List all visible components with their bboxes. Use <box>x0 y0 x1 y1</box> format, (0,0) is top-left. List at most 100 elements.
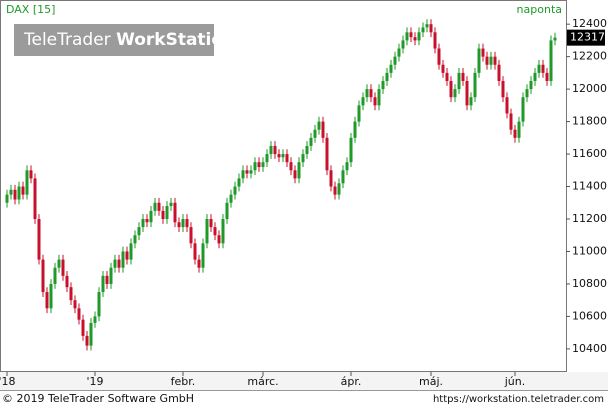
candle-body <box>325 137 329 171</box>
candle-body <box>21 186 25 195</box>
x-axis-strip <box>0 372 608 390</box>
candle-body <box>77 308 81 320</box>
candle-body <box>385 72 389 82</box>
candle-body <box>377 89 381 106</box>
candle-body <box>421 27 425 33</box>
candle-body <box>433 32 437 49</box>
candle-body <box>293 170 297 179</box>
candle-body <box>237 178 241 187</box>
candle-body <box>257 162 261 168</box>
candle-body <box>337 183 341 195</box>
candle-body <box>45 292 49 309</box>
candle-body <box>541 64 545 73</box>
candle-body <box>285 154 289 163</box>
candle-body <box>401 40 405 49</box>
period-label: naponta <box>517 3 562 16</box>
watermark-light: TeleTrader <box>23 30 111 50</box>
candle-body <box>317 121 321 130</box>
candle-body <box>197 259 201 268</box>
candle-body <box>113 259 117 268</box>
candle-body <box>141 219 145 228</box>
candle-body <box>537 64 541 73</box>
candle-body <box>345 162 349 171</box>
candle-body <box>381 81 385 90</box>
last-value-box <box>567 29 605 46</box>
candle-body <box>169 202 173 207</box>
y-tick-label: 12200 <box>572 50 607 63</box>
candle-body <box>461 72 465 82</box>
candle-body <box>369 89 373 98</box>
candle-body <box>129 243 133 260</box>
candle-body <box>393 56 397 65</box>
x-tick-label: '19 <box>86 375 103 388</box>
candle-body <box>289 162 293 171</box>
candle-body <box>521 97 525 122</box>
candle-body <box>217 235 221 244</box>
candle-body <box>165 206 169 220</box>
x-tick-label: máj. <box>419 375 443 388</box>
footer-url: https://workstation.teletrader.com <box>433 394 604 405</box>
candle-body <box>249 170 253 174</box>
candle-body <box>89 322 93 346</box>
candle-body <box>413 37 417 41</box>
candle-body <box>313 129 317 138</box>
candle-body <box>97 292 101 317</box>
x-tick-label: '18 <box>0 375 16 388</box>
plot-frame <box>0 0 567 372</box>
candle-body <box>365 89 369 98</box>
candle-body <box>513 129 517 138</box>
y-tick-label: 10400 <box>572 342 607 355</box>
candle-body <box>25 170 29 195</box>
watermark-bold: WorkStation <box>116 30 235 50</box>
candle-body <box>9 189 13 195</box>
candle-body <box>297 162 301 179</box>
candle-body <box>493 56 497 65</box>
candle-body <box>469 97 473 106</box>
candle-body <box>157 202 161 211</box>
candle-body <box>309 137 313 146</box>
candle-body <box>57 259 61 268</box>
candle-body <box>13 189 17 200</box>
candle-body <box>341 170 345 184</box>
candle-body <box>481 48 485 57</box>
candle-body <box>121 251 125 268</box>
candle-body <box>65 275 69 288</box>
candle-body <box>253 162 257 171</box>
candle-body <box>85 335 89 346</box>
candle-body <box>425 24 429 28</box>
candle-body <box>225 202 229 220</box>
candle-body <box>373 97 377 106</box>
candle-body <box>109 267 113 284</box>
candle-body <box>133 235 137 244</box>
candle-body <box>177 222 181 228</box>
footer-copyright: © 2019 TeleTrader Software GmbH <box>2 392 194 405</box>
candle-body <box>321 121 325 138</box>
candle-body <box>137 227 141 236</box>
candle-body <box>397 48 401 57</box>
candle-body <box>429 24 433 33</box>
candle-body <box>277 154 281 158</box>
candle-body <box>405 32 409 41</box>
x-tick-label: febr. <box>171 375 196 388</box>
candle-body <box>501 81 505 98</box>
candle-body <box>269 145 273 155</box>
candle-body <box>301 154 305 163</box>
candle-body <box>117 259 121 268</box>
candle-body <box>209 219 213 228</box>
y-tick-label: 11600 <box>572 147 607 160</box>
candle-body <box>453 89 457 98</box>
candle-body <box>477 48 481 73</box>
y-tick-label: 10600 <box>572 309 607 322</box>
candle-body <box>125 251 129 260</box>
candle-body <box>61 259 65 276</box>
candle-body <box>525 89 529 98</box>
y-tick-label: 11000 <box>572 244 607 257</box>
candle-body <box>553 37 557 41</box>
candle-body <box>349 137 353 163</box>
candle-body <box>105 275 109 284</box>
candle-body <box>245 170 249 174</box>
candle-body <box>189 227 193 244</box>
candle-body <box>445 72 449 82</box>
candle-body <box>37 219 41 260</box>
